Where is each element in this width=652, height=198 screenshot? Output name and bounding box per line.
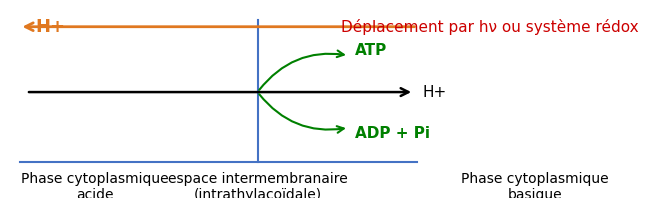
Text: Phase cytoplasmique
basique: Phase cytoplasmique basique (461, 172, 608, 198)
Text: ADP + Pi: ADP + Pi (355, 126, 430, 141)
Text: Déplacement par hν ou système rédox: Déplacement par hν ou système rédox (342, 19, 639, 35)
Text: espace intermembranaire
(intrathylacoïdale): espace intermembranaire (intrathylacoïda… (168, 172, 348, 198)
Text: H+: H+ (36, 18, 66, 36)
Text: ATP: ATP (355, 43, 387, 58)
Text: H+: H+ (422, 85, 447, 100)
Text: Phase cytoplasmique
acide: Phase cytoplasmique acide (21, 172, 168, 198)
